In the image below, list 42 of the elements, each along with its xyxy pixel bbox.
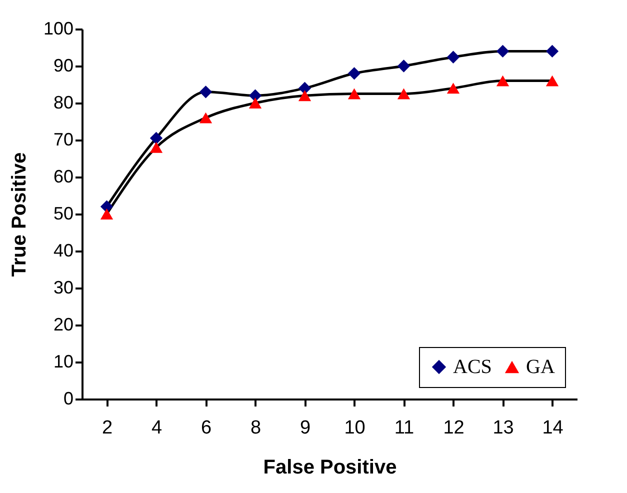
point	[397, 88, 410, 100]
point	[150, 142, 163, 153]
x-tick-label: 8	[250, 418, 262, 438]
point	[496, 44, 510, 58]
legend-label: GA	[526, 356, 556, 378]
point	[298, 90, 312, 102]
y-tick-label: 20	[53, 314, 74, 334]
point	[150, 132, 163, 144]
x-axis-title: False Positive	[263, 456, 397, 478]
point	[348, 67, 361, 80]
point	[348, 88, 361, 100]
y-tick-label: 50	[53, 204, 74, 224]
point	[199, 112, 212, 124]
x-tick-label: 9	[300, 418, 311, 438]
point	[446, 82, 460, 94]
x-tick-label: 4	[151, 418, 162, 438]
x-tick-label: 2	[102, 418, 113, 438]
y-tick-label: 60	[53, 166, 74, 186]
y-tick-label: 70	[53, 130, 74, 150]
point	[546, 75, 559, 86]
y-tick-label: 0	[63, 388, 74, 408]
point	[546, 44, 559, 58]
point	[248, 98, 262, 108]
point	[397, 60, 410, 72]
point	[199, 86, 212, 98]
point	[496, 75, 510, 86]
x-tick-label: 12	[443, 418, 464, 438]
x-tick-label: 14	[542, 418, 564, 438]
x-tick-label: 13	[492, 418, 514, 438]
x-tick-label: 11	[394, 418, 414, 438]
y-tick-label: 30	[53, 278, 74, 298]
x-tick-label: 10	[344, 418, 366, 438]
point	[100, 208, 114, 220]
y-tick-label: 100	[43, 18, 74, 38]
x-tick-label: 6	[200, 418, 212, 438]
y-tick-label: 10	[53, 352, 74, 372]
point	[446, 50, 460, 64]
y-tick-label: 80	[53, 92, 74, 112]
y-tick-label: 90	[53, 56, 74, 76]
legend-label: ACS	[453, 356, 492, 378]
y-tick-label: 40	[53, 240, 74, 260]
y-axis-title: True Positive	[8, 152, 30, 277]
